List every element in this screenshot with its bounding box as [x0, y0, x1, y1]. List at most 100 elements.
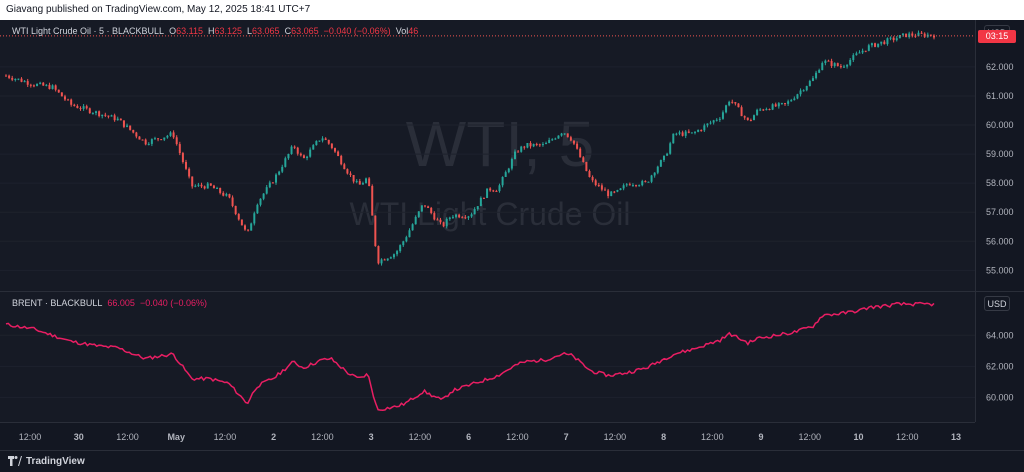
candle-body — [439, 219, 442, 223]
candle-body — [191, 176, 194, 187]
brent-price-axis[interactable]: 64.000 62.000 60.000 — [975, 292, 1024, 422]
candle-body — [371, 185, 374, 216]
brent-chart-pane[interactable]: BRENT · BLACKBULL 66.005 −0.040 (−0.06%) — [0, 292, 975, 422]
candle-body — [554, 138, 557, 140]
candle-body — [386, 258, 389, 261]
candle-body — [14, 78, 17, 80]
price-tick-label: 56.000 — [986, 236, 1014, 246]
candle-body — [625, 184, 628, 186]
volume-value: 46 — [408, 26, 419, 36]
brent-currency-button[interactable]: USD — [984, 296, 1010, 311]
candle-body — [811, 78, 814, 81]
pane-divider[interactable] — [0, 291, 1024, 292]
high-value: 63.125 — [214, 26, 242, 36]
candle-body — [20, 78, 23, 82]
candle-body — [718, 118, 721, 120]
time-tick-label: 12:00 — [506, 432, 529, 442]
wti-price-axis[interactable]: 62.000 61.000 60.000 59.000 58.000 57.000 56.0… — [975, 20, 1024, 291]
candle-body — [45, 84, 48, 86]
price-tick-label: 60.000 — [986, 120, 1014, 130]
price-tick-label: 55.000 — [986, 265, 1014, 275]
candle-body — [777, 103, 780, 107]
candle-body — [836, 63, 839, 67]
candle-body — [576, 143, 579, 149]
candle-body — [29, 84, 32, 86]
wti-legend: WTI Light Crude Oil · 5 · BLACKBULL O63.… — [12, 26, 418, 36]
candle-body — [631, 185, 634, 187]
candle-body — [746, 117, 749, 120]
candle-body — [147, 143, 150, 145]
candle-body — [883, 41, 886, 45]
candle-body — [842, 66, 845, 68]
candle-body — [787, 101, 790, 104]
brent-legend: BRENT · BLACKBULL 66.005 −0.040 (−0.06%) — [12, 298, 207, 308]
candle-body — [532, 144, 535, 147]
tradingview-logo-icon — [8, 456, 22, 466]
price-tick-label: 64.000 — [986, 330, 1014, 340]
candle-body — [765, 109, 768, 111]
candle-body — [709, 122, 712, 124]
candle-body — [644, 181, 647, 183]
candle-body — [442, 222, 445, 227]
candle-body — [768, 109, 771, 111]
candle-body — [824, 60, 827, 64]
time-axis[interactable]: 12:00 30 12:00 May 12:00 2 12:00 3 12:00 6 12:00 7 1… — [0, 422, 975, 450]
candle-body — [51, 85, 54, 89]
candle-body — [169, 132, 172, 136]
candle-body — [411, 224, 414, 231]
time-tick-label: 8 — [661, 432, 666, 442]
tradingview-brand: TradingView — [26, 456, 85, 467]
candle-body — [138, 136, 141, 140]
candle-body — [17, 78, 20, 80]
candle-body — [240, 219, 243, 226]
candle-body — [231, 197, 234, 206]
candle-body — [548, 140, 551, 143]
candle-body — [268, 182, 271, 188]
candle-body — [420, 205, 423, 212]
candle-body — [346, 169, 349, 174]
candle-body — [464, 217, 467, 219]
candle-body — [197, 184, 200, 186]
time-tick-label: 12:00 — [409, 432, 432, 442]
candle-body — [250, 223, 253, 231]
candle-body — [489, 188, 492, 191]
candle-body — [259, 198, 262, 205]
time-tick-label: 7 — [564, 432, 569, 442]
candle-body — [219, 187, 222, 193]
candle-body — [721, 112, 724, 119]
published-text: Giavang published on TradingView.com, Ma… — [6, 4, 311, 15]
candle-body — [731, 101, 734, 103]
price-tick-label: 62.000 — [986, 62, 1014, 72]
candle-body — [448, 217, 451, 219]
candle-body — [181, 153, 184, 163]
price-tick-label: 59.000 — [986, 149, 1014, 159]
time-axis-labels: 12:00 30 12:00 May 12:00 2 12:00 3 12:00 6 12:00 7 1… — [19, 432, 961, 442]
candle-body — [566, 133, 569, 138]
candle-body — [380, 259, 383, 264]
candle-body — [895, 38, 898, 41]
candle-body — [107, 115, 110, 117]
candle-body — [619, 188, 622, 191]
published-header: Giavang published on TradingView.com, Ma… — [0, 0, 1024, 20]
candle-body — [299, 153, 302, 156]
candle-body — [461, 217, 464, 219]
candle-body — [867, 45, 870, 51]
wti-chart-pane[interactable]: WTI, 5 WTI Light Crude Oil WTI Light Cru… — [0, 20, 975, 308]
candle-body — [482, 197, 485, 199]
price-tick-label: 58.000 — [986, 178, 1014, 188]
wti-symbol-label[interactable]: WTI Light Crude Oil · 5 · BLACKBULL — [12, 26, 165, 36]
candle-body — [774, 104, 777, 107]
candle-body — [222, 192, 225, 196]
candle-body — [684, 131, 687, 136]
candle-body — [790, 100, 793, 102]
candle-body — [467, 216, 470, 218]
open-value: 63.115 — [176, 26, 203, 36]
candle-body — [256, 204, 259, 214]
candle-body — [8, 75, 11, 78]
candle-body — [880, 41, 883, 44]
time-tick-label: 30 — [74, 432, 84, 442]
candle-body — [98, 111, 101, 117]
candle-body — [793, 98, 796, 101]
candle-body — [706, 123, 709, 126]
brent-symbol-label[interactable]: BRENT · BLACKBULL — [12, 298, 103, 308]
